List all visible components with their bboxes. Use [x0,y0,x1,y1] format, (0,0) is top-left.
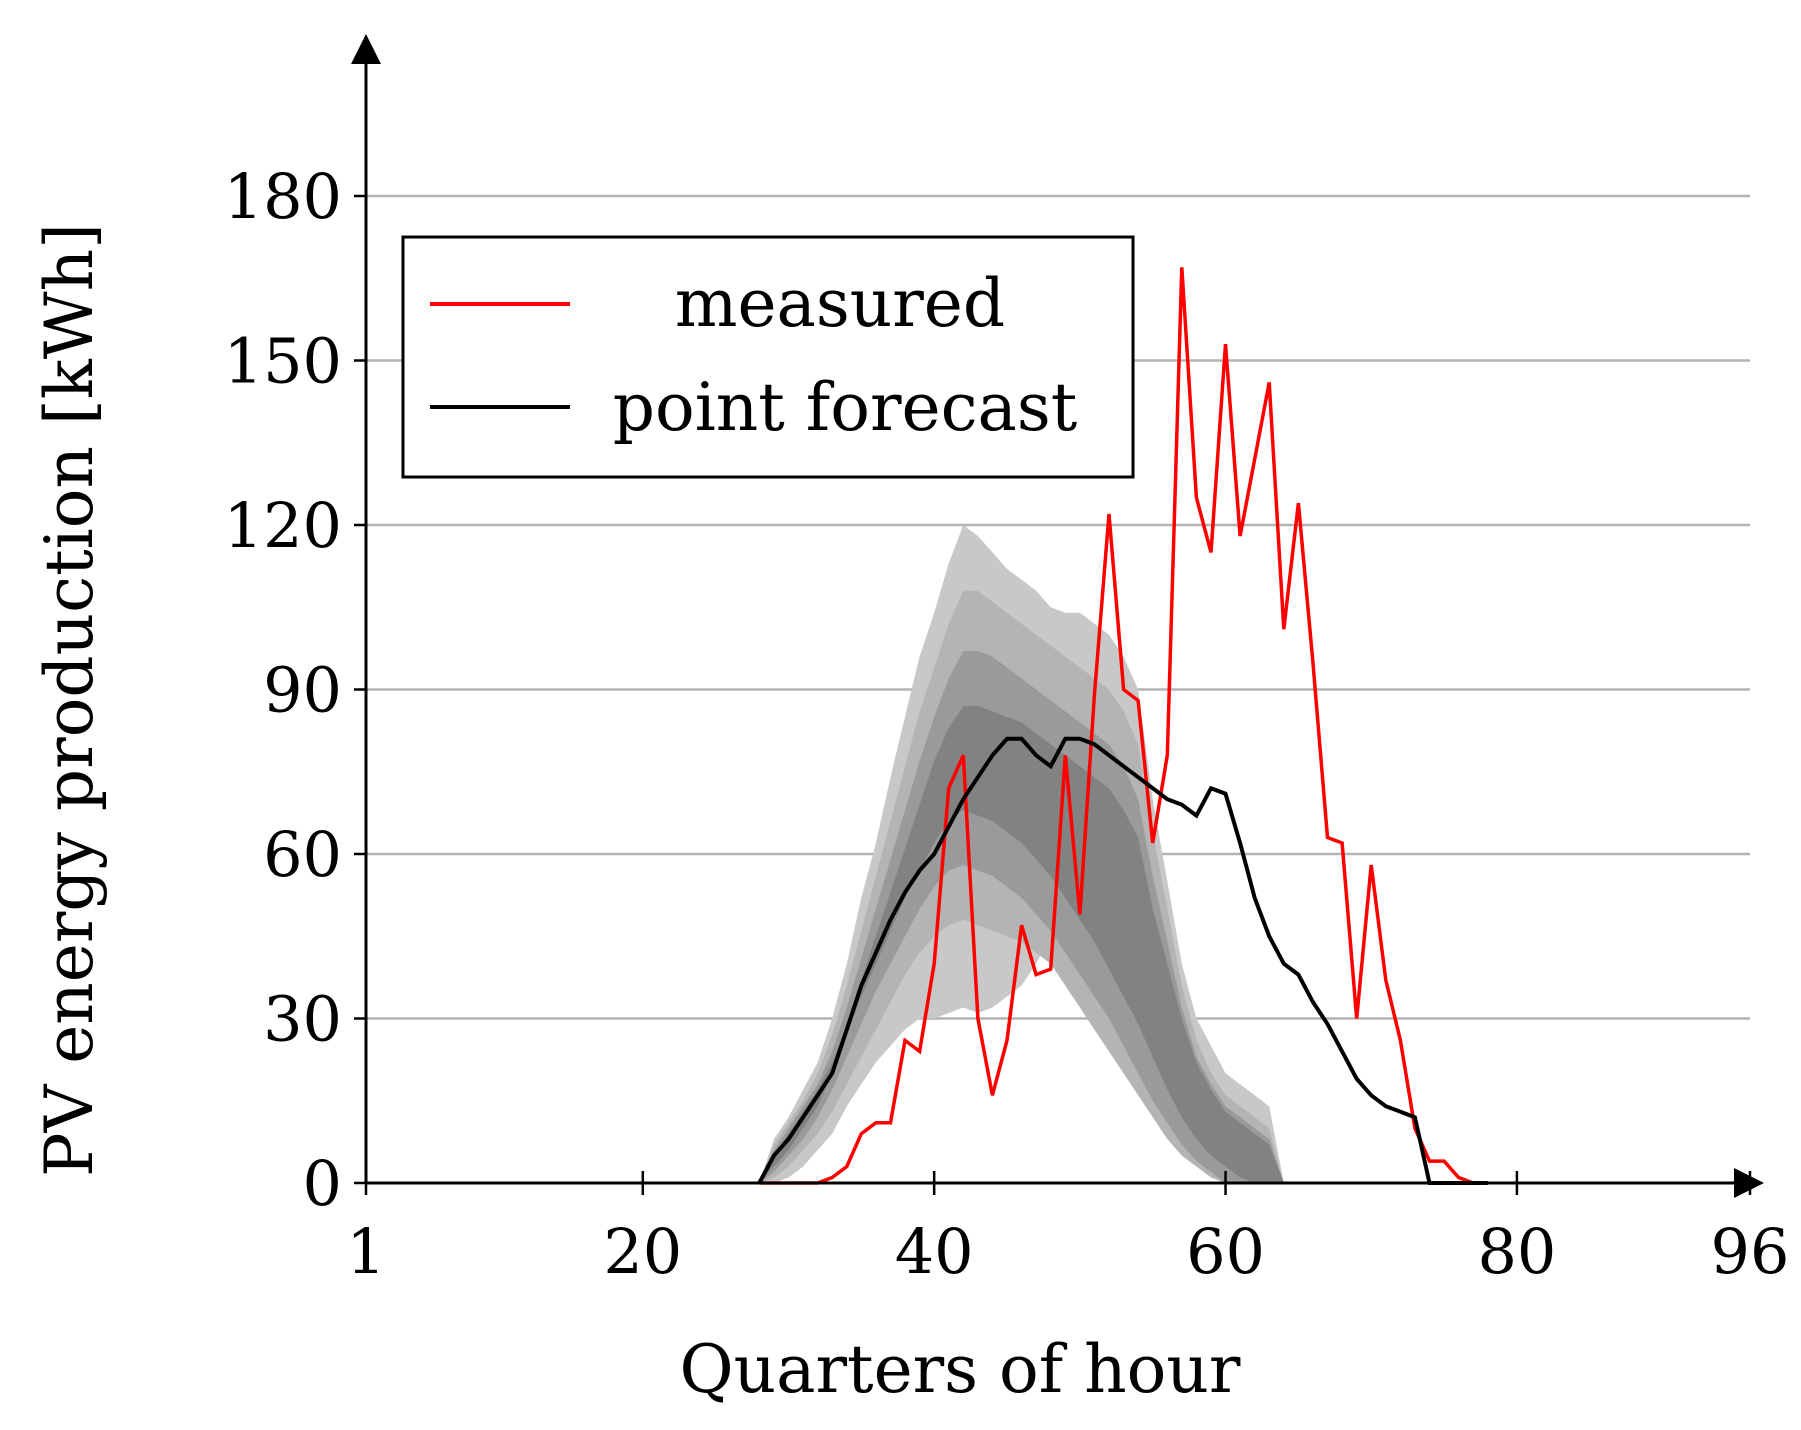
y-tick-label-30: 30 [263,983,342,1056]
x-axis-title: Quarters of hour [680,1331,1241,1408]
y-tick-label-90: 90 [263,654,342,727]
legend: measured point forecast [401,235,1135,479]
x-tick-label-40: 40 [895,1215,974,1288]
point-forecast-series-line [757,736,1488,1185]
y-axis-title: PV energy production [kWh] [31,223,108,1177]
x-tick-label-1: 1 [346,1215,385,1288]
y-tick-label-120: 120 [224,489,342,562]
plot-area [366,194,1750,1185]
legend-box [401,235,1135,479]
y-tick-label-180: 180 [224,160,342,233]
legend-forecast-label: point forecast [613,369,1078,446]
y-tick-label-150: 150 [224,325,342,398]
x-tick-label-20: 20 [603,1215,682,1288]
forecast-bands [759,525,1488,1183]
x-tick-label-96: 96 [1711,1215,1790,1288]
x-tick-label-60: 60 [1186,1215,1265,1288]
forecast-band-inner [759,706,1488,1183]
measured-series-line [759,267,1488,1185]
x-tick-label-80: 80 [1477,1215,1556,1288]
y-ticks: 0 30 60 90 120 150 180 [224,160,366,1220]
y-tick-label-60: 60 [263,818,342,891]
x-ticks: 1 20 40 60 80 96 [346,1171,1789,1288]
legend-measured-label: measured [675,265,1005,342]
y-tick-label-0: 0 [303,1147,342,1220]
